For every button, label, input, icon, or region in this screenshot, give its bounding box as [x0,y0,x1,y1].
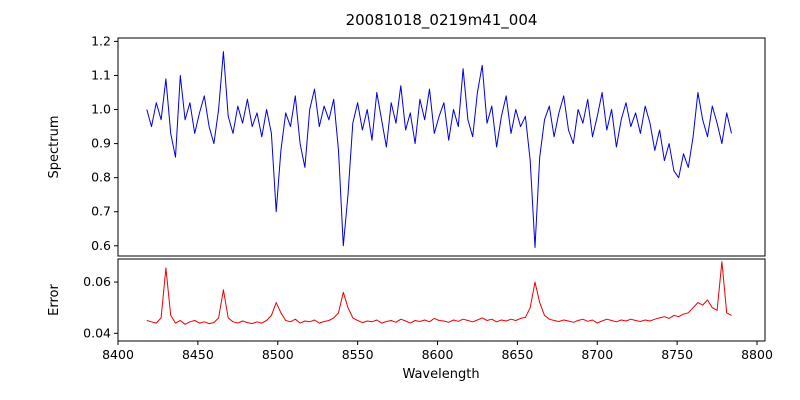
spectrum-y-tick-label: 1.0 [91,102,111,117]
spectrum-y-tick-label: 0.6 [91,238,111,253]
error-line [146,261,732,325]
x-tick-label: 8700 [581,347,613,362]
chart-title: 20081018_0219m41_004 [345,11,538,29]
x-tick-label: 8550 [342,347,374,362]
x-axis-label: Wavelength [402,367,479,382]
error-y-tick-label: 0.06 [83,274,111,289]
spectrum-y-tick-label: 0.9 [91,136,111,151]
spectrum-y-tick-label: 0.8 [91,170,111,185]
x-tick-label: 8750 [661,347,693,362]
x-tick-label: 8400 [102,347,134,362]
error-y-axis-label: Error [47,284,62,316]
spectrum-y-tick-label: 1.1 [91,67,111,82]
x-tick-label: 8500 [262,347,294,362]
x-tick-label: 8600 [422,347,454,362]
spectrum-y-tick-label: 0.7 [91,204,111,219]
error-y-tick-label: 0.04 [83,325,111,340]
spectrum-y-axis-label: Spectrum [47,116,62,179]
x-tick-label: 8650 [501,347,533,362]
spectrum-axes-box [117,37,766,257]
error-axes-box [117,258,766,342]
spectrum-y-tick-label: 1.2 [91,33,111,48]
spectrum-line [146,51,732,248]
x-tick-label: 8450 [182,347,214,362]
x-tick-label: 8800 [741,347,773,362]
